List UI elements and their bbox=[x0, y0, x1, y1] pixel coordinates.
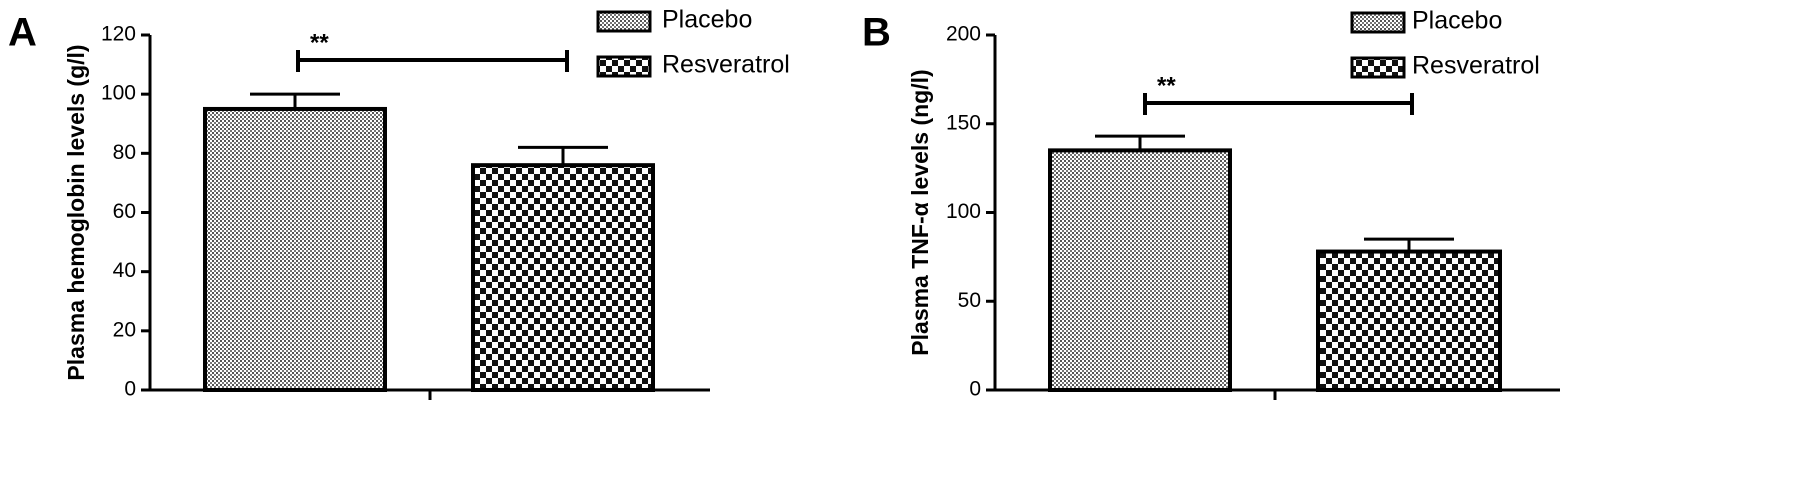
y-tick-label: 60 bbox=[113, 200, 136, 223]
y-tick-label: 50 bbox=[958, 289, 981, 312]
y-tick-label: 150 bbox=[946, 111, 981, 134]
legend-swatch bbox=[1350, 11, 1406, 34]
y-tick-label: 100 bbox=[101, 82, 136, 105]
bar bbox=[1048, 148, 1232, 392]
bar bbox=[471, 163, 655, 392]
panel-label: B bbox=[862, 11, 891, 55]
y-tick-label: 100 bbox=[946, 200, 981, 223]
bar bbox=[203, 106, 387, 392]
y-axis-label: Plasma TNF-α levels (ng/l) bbox=[907, 69, 933, 355]
y-tick-label: 40 bbox=[113, 259, 136, 282]
legend-label: Placebo bbox=[662, 6, 752, 34]
y-axis-label: Plasma hemoglobin levels (g/l) bbox=[63, 44, 89, 380]
y-tick-label: 200 bbox=[946, 23, 981, 46]
legend-swatch bbox=[1350, 56, 1406, 79]
y-tick-label: 0 bbox=[124, 378, 136, 401]
panel-label: A bbox=[8, 11, 37, 55]
legend-swatch bbox=[596, 55, 652, 78]
legend-label: Placebo bbox=[1412, 7, 1502, 35]
legend-label: Resveratrol bbox=[1412, 52, 1540, 80]
y-tick-label: 20 bbox=[113, 318, 136, 341]
y-tick-label: 0 bbox=[969, 378, 981, 401]
bar bbox=[1316, 249, 1502, 392]
y-tick-label: 80 bbox=[113, 141, 136, 164]
significance-label: ** bbox=[310, 29, 329, 56]
legend-swatch bbox=[596, 10, 652, 33]
legend-label: Resveratrol bbox=[662, 51, 790, 79]
y-tick-label: 120 bbox=[101, 23, 136, 46]
significance-label: ** bbox=[1157, 72, 1176, 99]
